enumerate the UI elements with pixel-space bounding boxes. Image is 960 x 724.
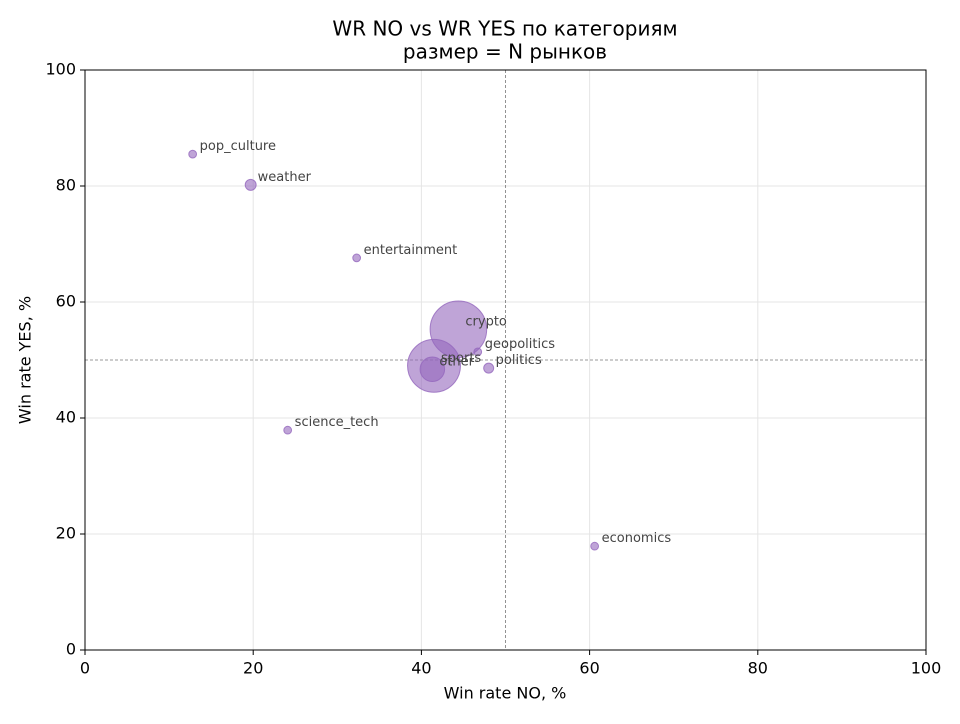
y-tick-label: 80 <box>56 176 76 195</box>
y-tick-label: 100 <box>45 60 76 79</box>
point-label: crypto <box>465 314 507 329</box>
point-label: economics <box>602 531 672 546</box>
x-tick-label: 100 <box>911 659 942 678</box>
x-tick-label: 0 <box>80 659 90 678</box>
y-axis-label: Win rate YES, % <box>16 296 35 424</box>
bubble <box>590 541 600 551</box>
point-label: weather <box>258 170 312 185</box>
y-tick-label: 0 <box>66 640 76 659</box>
bubble <box>352 253 362 263</box>
x-tick-label: 20 <box>243 659 263 678</box>
point-label: sports <box>441 351 481 366</box>
chart-subtitle: размер = N рынков <box>403 40 607 64</box>
y-tick-label: 20 <box>56 524 76 543</box>
x-axis-label: Win rate NO, % <box>444 684 567 703</box>
y-tick-label: 60 <box>56 292 76 311</box>
point-label: other <box>439 354 474 369</box>
chart-title: WR NO vs WR YES по категориям <box>332 17 677 41</box>
bubble <box>419 356 446 383</box>
bubble <box>483 362 495 374</box>
plot-frame <box>84 69 927 651</box>
bubble <box>188 149 198 159</box>
point-label: entertainment <box>364 243 458 258</box>
bubble <box>473 347 483 357</box>
point-label: geopolitics <box>485 337 555 352</box>
x-tick-label: 60 <box>579 659 599 678</box>
y-tick-label: 40 <box>56 408 76 427</box>
point-label: pop_culture <box>200 139 276 154</box>
bubble <box>283 425 293 435</box>
x-tick-label: 40 <box>411 659 431 678</box>
point-label: science_tech <box>295 415 379 430</box>
x-tick-label: 80 <box>748 659 768 678</box>
point-label: politics <box>496 353 542 368</box>
bubble <box>244 178 257 191</box>
